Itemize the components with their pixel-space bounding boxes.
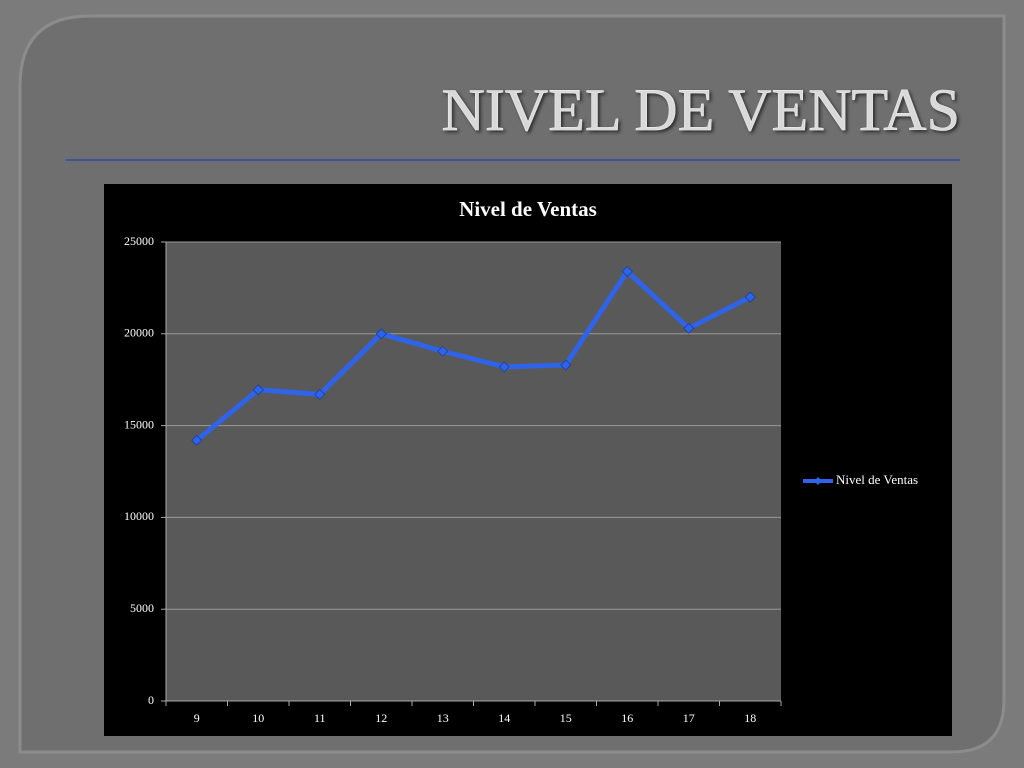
point-marker [683,322,695,334]
x-tick-label: 15 [560,711,572,725]
x-tick-label: 11 [314,711,326,725]
x-tick-label: 12 [375,711,387,725]
chart-title: Nivel de Ventas [459,197,597,221]
x-tick-label: 18 [744,711,756,725]
series-line [195,268,752,443]
y-tick-label: 20000 [124,326,154,340]
plot-area [166,242,781,701]
point-marker [191,434,203,446]
point-marker [375,328,387,340]
point-marker [744,291,756,303]
x-tick-label: 16 [621,711,633,725]
x-tick-label: 9 [194,711,200,725]
x-tick-label: 13 [437,711,449,725]
slide-title: NIVEL DE VENTAS [442,77,960,143]
point-marker [252,384,264,396]
y-tick-label: 0 [148,693,154,707]
point-marker [437,345,449,357]
legend-marker [814,477,822,485]
point-marker [314,388,326,400]
point-marker [560,359,572,371]
legend-label: Nivel de Ventas [836,472,918,487]
x-tick-label: 17 [683,711,695,725]
y-tick-label: 10000 [124,509,154,523]
y-tick-label: 25000 [124,234,154,248]
point-marker [498,361,510,373]
x-tick-label: 10 [252,711,264,725]
x-tick-label: 14 [498,711,510,725]
y-tick-label: 15000 [124,417,154,431]
point-marker [621,265,633,277]
y-tick-label: 5000 [130,601,154,615]
